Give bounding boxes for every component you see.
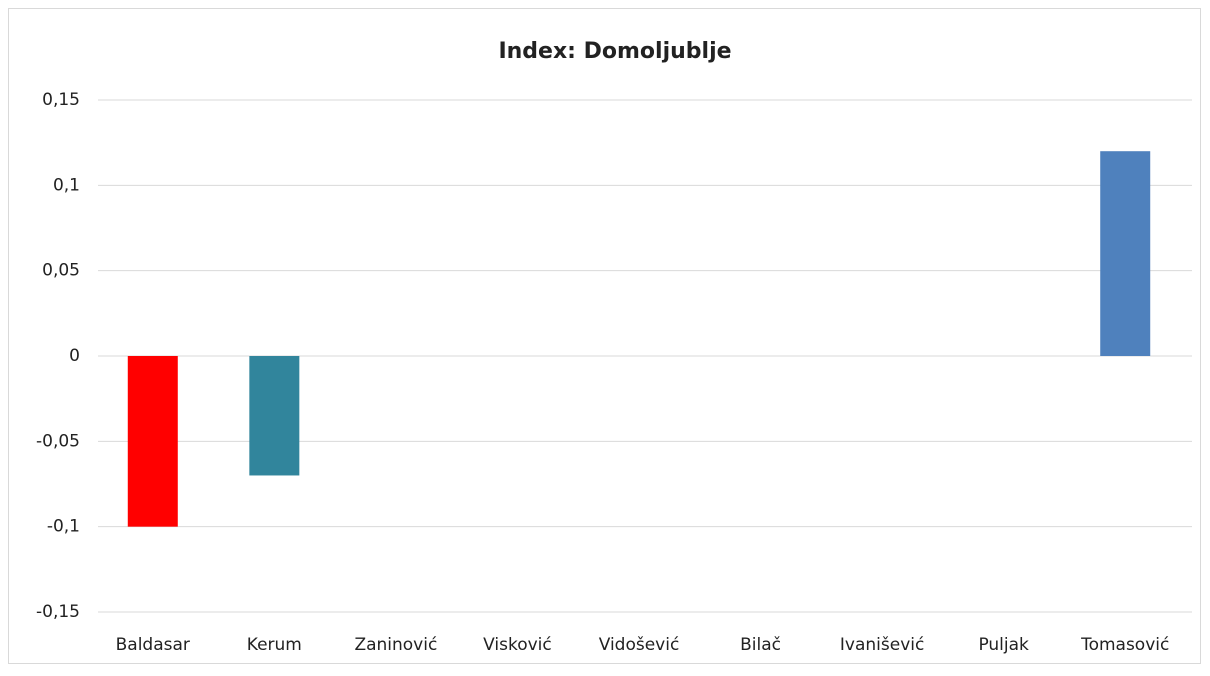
y-tick-label: 0 [69, 346, 80, 366]
x-tick-label: Visković [483, 635, 552, 655]
y-tick-label: 0,15 [42, 90, 80, 110]
chart-border [8, 8, 1201, 664]
y-tick-label: -0,05 [36, 431, 80, 451]
x-tick-label: Bilač [740, 635, 781, 655]
x-tick-label: Puljak [978, 635, 1029, 655]
y-tick-label: -0,1 [47, 517, 80, 537]
bar [127, 356, 178, 527]
x-tick-label: Zaninović [354, 635, 437, 655]
x-tick-label: Ivanišević [840, 635, 924, 655]
y-tick-label: 0,1 [53, 175, 80, 195]
bar [1100, 151, 1151, 356]
y-tick-label: -0,15 [36, 602, 80, 622]
x-tick-label: Baldasar [116, 635, 190, 655]
bar [249, 356, 300, 476]
x-tick-label: Vidošević [599, 635, 680, 655]
x-tick-label: Tomasović [1080, 635, 1169, 655]
chart-title: Index: Domoljublje [498, 39, 731, 64]
x-tick-label: Kerum [247, 635, 302, 655]
y-tick-label: 0,05 [42, 261, 80, 281]
